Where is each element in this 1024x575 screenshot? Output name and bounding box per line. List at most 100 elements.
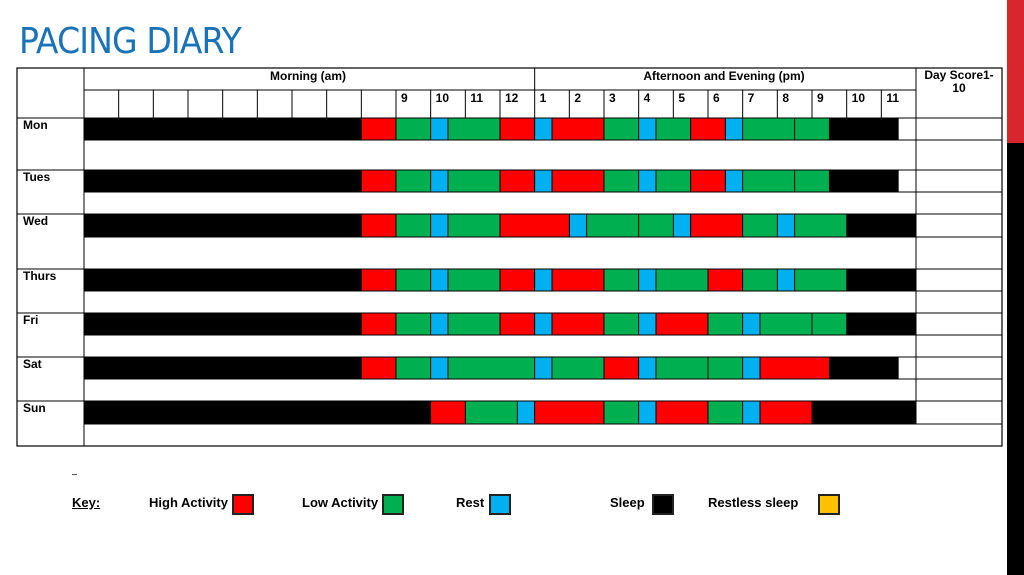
activity-low-sat-4 — [448, 357, 535, 379]
activity-rest-mon-12 — [725, 118, 743, 140]
page-title: PACING DIARY — [19, 21, 242, 62]
activity-high-tues-5 — [500, 170, 535, 192]
activity-high-sun-10 — [760, 401, 812, 424]
activity-low-sat-2 — [396, 357, 431, 379]
hour-label-11: 11 — [470, 91, 483, 105]
side-accent-bar-red — [1007, 0, 1024, 143]
activity-rest-sat-8 — [638, 357, 656, 379]
activity-rest-sat-11 — [742, 357, 760, 379]
activity-sleep-mon-15 — [829, 118, 899, 140]
activity-low-fri-4 — [448, 313, 500, 335]
activity-high-mon-11 — [690, 118, 726, 140]
activity-low-thurs-14 — [794, 269, 847, 291]
activity-low-wed-7 — [586, 214, 639, 237]
activity-rest-thurs-13 — [777, 269, 795, 291]
day-label-fri: Fri — [23, 313, 38, 327]
activity-high-wed-10 — [690, 214, 743, 237]
hour-label-9: 9 — [401, 91, 408, 105]
activity-rest-thurs-6 — [534, 269, 552, 291]
key-high-activity-swatch — [232, 494, 254, 515]
activity-low-sun-5 — [604, 401, 639, 424]
key-restless-sleep-swatch — [818, 494, 840, 515]
day-label-tues: Tues — [23, 170, 50, 184]
hour-label-16: 4 — [644, 91, 651, 105]
key-rest-label: Rest — [456, 495, 485, 510]
activity-sleep-wed-0 — [84, 214, 362, 237]
activity-low-wed-2 — [396, 214, 431, 237]
activity-low-sat-10 — [708, 357, 743, 379]
hour-label-17: 5 — [678, 91, 685, 105]
activity-high-tues-1 — [361, 170, 396, 192]
day-score-header-line1: Day Score1- — [924, 68, 993, 82]
activity-sleep-fri-0 — [84, 313, 362, 335]
key-sleep-swatch — [652, 494, 674, 515]
activity-low-sun-8 — [708, 401, 743, 424]
activity-low-mon-10 — [656, 118, 691, 140]
activity-low-mon-4 — [448, 118, 500, 140]
activity-sleep-wed-14 — [846, 214, 916, 237]
hour-label-20: 8 — [782, 91, 789, 105]
activity-high-thurs-7 — [552, 269, 604, 291]
key-high-activity-label: High Activity — [149, 495, 228, 510]
activity-low-fri-8 — [604, 313, 639, 335]
hour-label-15: 3 — [609, 91, 616, 105]
activity-high-wed-5 — [500, 214, 570, 237]
activity-high-fri-5 — [500, 313, 535, 335]
activity-high-fri-10 — [656, 313, 708, 335]
activity-rest-tues-9 — [638, 170, 656, 192]
activity-low-tues-8 — [604, 170, 639, 192]
activity-high-thurs-11 — [708, 269, 743, 291]
activity-rest-thurs-3 — [430, 269, 448, 291]
activity-low-mon-2 — [396, 118, 431, 140]
activity-rest-sun-6 — [638, 401, 656, 424]
activity-sleep-sun-11 — [812, 401, 916, 424]
hour-label-14: 2 — [574, 91, 581, 105]
activity-sleep-mon-0 — [84, 118, 362, 140]
activity-rest-wed-12 — [777, 214, 795, 237]
activity-low-wed-11 — [742, 214, 778, 237]
key-sleep-label: Sleep — [610, 495, 645, 510]
day-label-sat: Sat — [23, 357, 42, 371]
activity-low-wed-4 — [448, 214, 500, 237]
activity-rest-tues-3 — [430, 170, 448, 192]
morning-header: Morning (am) — [270, 69, 346, 83]
hour-label-22: 10 — [852, 91, 866, 105]
activity-low-fri-11 — [708, 313, 743, 335]
key-restless-sleep-label: Restless sleep — [708, 495, 799, 510]
activity-low-mon-8 — [604, 118, 639, 140]
activity-rest-tues-12 — [725, 170, 743, 192]
activity-rest-wed-3 — [430, 214, 448, 237]
activity-high-fri-1 — [361, 313, 396, 335]
activity-sleep-sun-0 — [84, 401, 431, 424]
activity-low-sun-2 — [465, 401, 518, 424]
activity-rest-wed-6 — [569, 214, 587, 237]
activity-low-mon-13 — [742, 118, 795, 140]
activity-rest-sat-5 — [534, 357, 552, 379]
activity-rest-fri-9 — [638, 313, 656, 335]
activity-rest-fri-3 — [430, 313, 448, 335]
activity-rest-mon-6 — [534, 118, 552, 140]
activity-high-mon-1 — [361, 118, 396, 140]
key-low-activity-swatch — [382, 494, 404, 515]
activity-low-tues-2 — [396, 170, 431, 192]
side-accent-bar-black — [1007, 143, 1024, 575]
activity-low-tues-14 — [794, 170, 830, 192]
activity-high-sat-1 — [361, 357, 396, 379]
hour-label-21: 9 — [817, 91, 824, 105]
activity-rest-sun-9 — [742, 401, 760, 424]
activity-rest-mon-9 — [638, 118, 656, 140]
activity-high-sat-7 — [604, 357, 639, 379]
afternoon-header: Afternoon and Evening (pm) — [643, 69, 804, 83]
activity-sleep-fri-15 — [846, 313, 916, 335]
activity-low-fri-13 — [760, 313, 812, 335]
activity-high-tues-11 — [690, 170, 726, 192]
activity-low-wed-13 — [794, 214, 847, 237]
activity-low-fri-14 — [812, 313, 847, 335]
key-label: Key: — [72, 495, 101, 510]
activity-sleep-tues-0 — [84, 170, 362, 192]
table-border — [16, 67, 1003, 447]
activity-low-tues-4 — [448, 170, 500, 192]
activity-high-tues-7 — [552, 170, 604, 192]
activity-sleep-thurs-0 — [84, 269, 362, 291]
activity-high-wed-1 — [361, 214, 396, 237]
